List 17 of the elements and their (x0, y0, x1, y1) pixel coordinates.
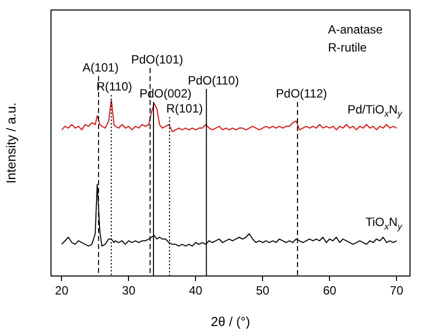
ref-line-label: R(110) (96, 79, 132, 94)
y-axis-title: Intensity / a.u. (3, 102, 18, 184)
x-tick-label: 70 (390, 284, 404, 298)
ref-line-label: R(101) (166, 101, 203, 116)
ref-line-label: A(101) (82, 60, 119, 74)
x-tick-label: 40 (188, 284, 203, 298)
ref-line-label: PdO(112) (276, 86, 328, 100)
ref-line-label: PdO(110) (188, 73, 239, 88)
x-tick-label: 30 (122, 284, 136, 298)
text: A-anatase (328, 22, 384, 36)
x-axis-title: 2θ / (°) (210, 314, 250, 329)
x-tick-label: 60 (322, 284, 337, 298)
x-tick-label: 20 (55, 284, 69, 298)
ref-line-label: PdO(101) (131, 52, 184, 66)
ref-line-label: PdO(002) (139, 86, 192, 100)
text: R-rutile (328, 40, 367, 54)
x-tick-label: 50 (256, 284, 270, 298)
